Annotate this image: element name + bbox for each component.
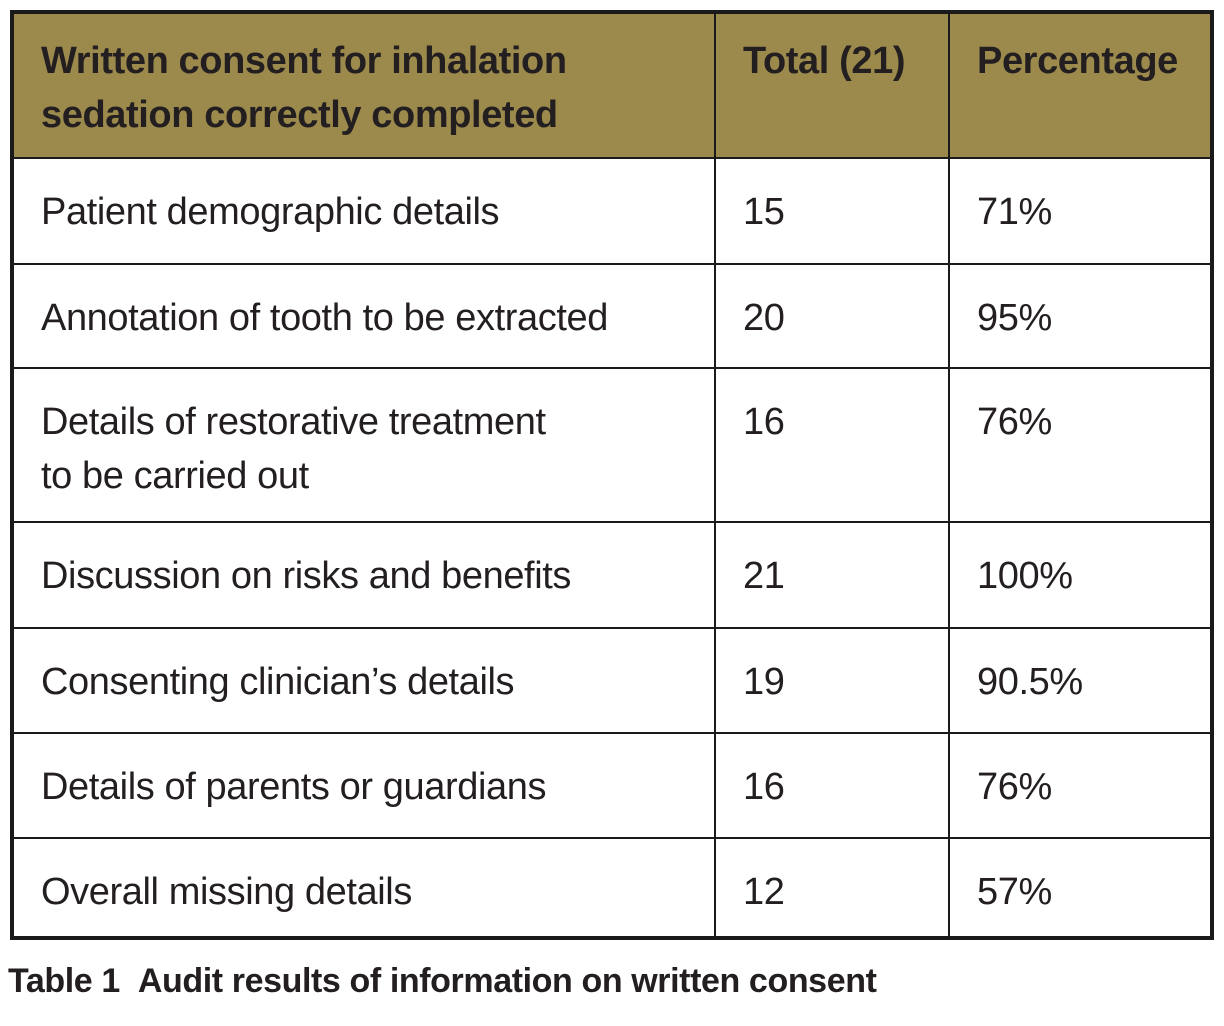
row-total: 16 [714, 732, 950, 839]
audit-results-table: Written consent for inhalation sedation … [10, 10, 1214, 940]
table-row: Overall missing details 12 57% [11, 837, 1213, 939]
row-percentage: 71% [948, 157, 1213, 265]
row-percentage: 90.5% [948, 627, 1213, 734]
caption-label: Table 1 [8, 962, 120, 1000]
table-row: Discussion on risks and benefits 21 100% [11, 521, 1213, 629]
table-row: Details of restorative treatment to be c… [11, 367, 1213, 523]
row-percentage: 95% [948, 263, 1213, 369]
caption-text: Audit results of information on written … [137, 962, 877, 1000]
row-total: 12 [714, 837, 950, 939]
table-row: Consenting clinician’s details 19 90.5% [11, 627, 1213, 734]
row-label: Consenting clinician’s details [11, 627, 716, 734]
header-cell-total: Total (21) [714, 11, 950, 159]
row-label: Overall missing details [11, 837, 716, 939]
header-cell-percentage: Percentage [948, 11, 1213, 159]
row-total: 15 [714, 157, 950, 265]
row-label: Details of parents or guardians [11, 732, 716, 839]
row-percentage: 76% [948, 732, 1213, 839]
table-row: Patient demographic details 15 71% [11, 157, 1213, 265]
row-percentage: 76% [948, 367, 1213, 523]
table-header-row: Written consent for inhalation sedation … [11, 11, 1213, 159]
row-label: Patient demographic details [11, 157, 716, 265]
row-label: Annotation of tooth to be extracted [11, 263, 716, 369]
row-total: 16 [714, 367, 950, 523]
table-caption: Table 1 Audit results of information on w… [8, 962, 877, 1001]
row-total: 19 [714, 627, 950, 734]
row-label: Discussion on risks and benefits [11, 521, 716, 629]
row-percentage: 100% [948, 521, 1213, 629]
row-total: 20 [714, 263, 950, 369]
table-row: Annotation of tooth to be extracted 20 9… [11, 263, 1213, 369]
row-percentage: 57% [948, 837, 1213, 939]
table-row: Details of parents or guardians 16 76% [11, 732, 1213, 839]
row-total: 21 [714, 521, 950, 629]
header-cell-description: Written consent for inhalation sedation … [11, 11, 716, 159]
row-label: Details of restorative treatment to be c… [11, 367, 716, 523]
